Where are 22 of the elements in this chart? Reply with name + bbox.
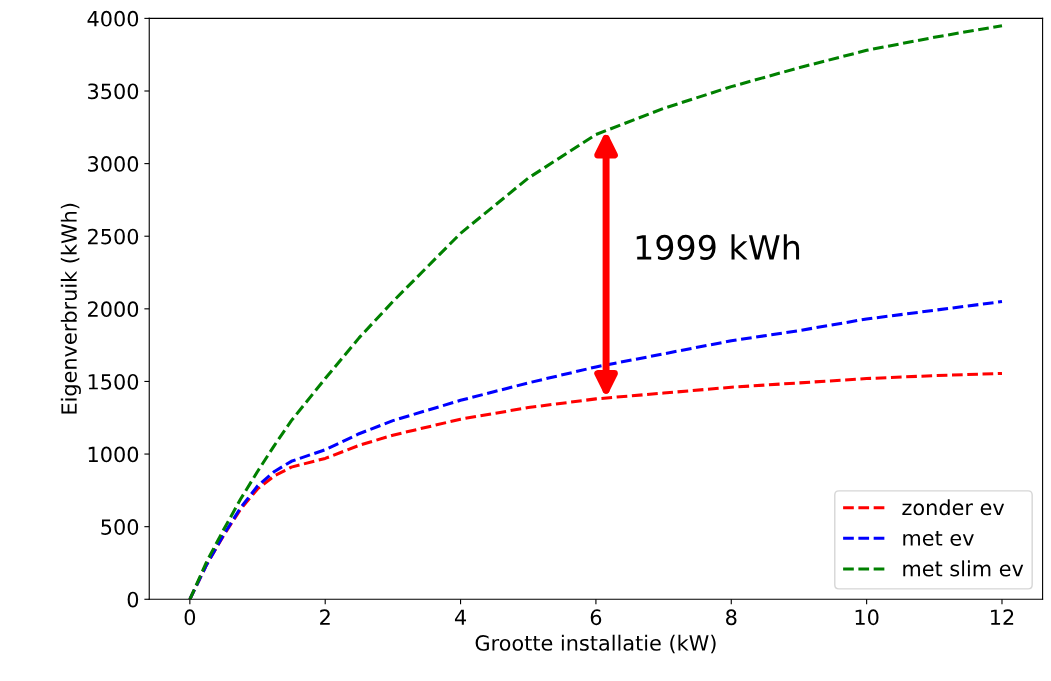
y-tick-label: 2000 — [88, 301, 139, 318]
y-tick-label: 4000 — [87, 10, 139, 27]
x-tick-label: 8 — [726, 609, 737, 626]
y-tick-label: 3000 — [88, 156, 139, 172]
x-axis-title: Grootte installatie (kW) — [475, 634, 716, 654]
y-axis-title: Eigenverbruik (kWh) — [60, 203, 81, 414]
y-tick-label: 2500 — [88, 228, 139, 245]
x-tick-label: 0 — [184, 609, 196, 626]
y-tick-label: 1500 — [88, 373, 139, 390]
y-tick-label: 0 — [127, 591, 139, 608]
x-tick-label: 12 — [991, 609, 1014, 625]
legend-label: met ev — [903, 530, 974, 546]
y-tick-label: 3500 — [88, 83, 139, 100]
x-tick-label: 2 — [320, 609, 330, 625]
x-tick-label: 4 — [454, 609, 467, 625]
annotation: 1999 kWh — [636, 234, 800, 261]
legend-label: zonder ev — [902, 499, 1005, 516]
y-tick-label: 500 — [101, 519, 139, 535]
x-tick-label: 6 — [590, 609, 602, 626]
y-tick-label: 1000 — [88, 446, 139, 463]
x-tick-label: 10 — [855, 609, 879, 626]
legend-label: met slim ev — [903, 560, 1024, 577]
